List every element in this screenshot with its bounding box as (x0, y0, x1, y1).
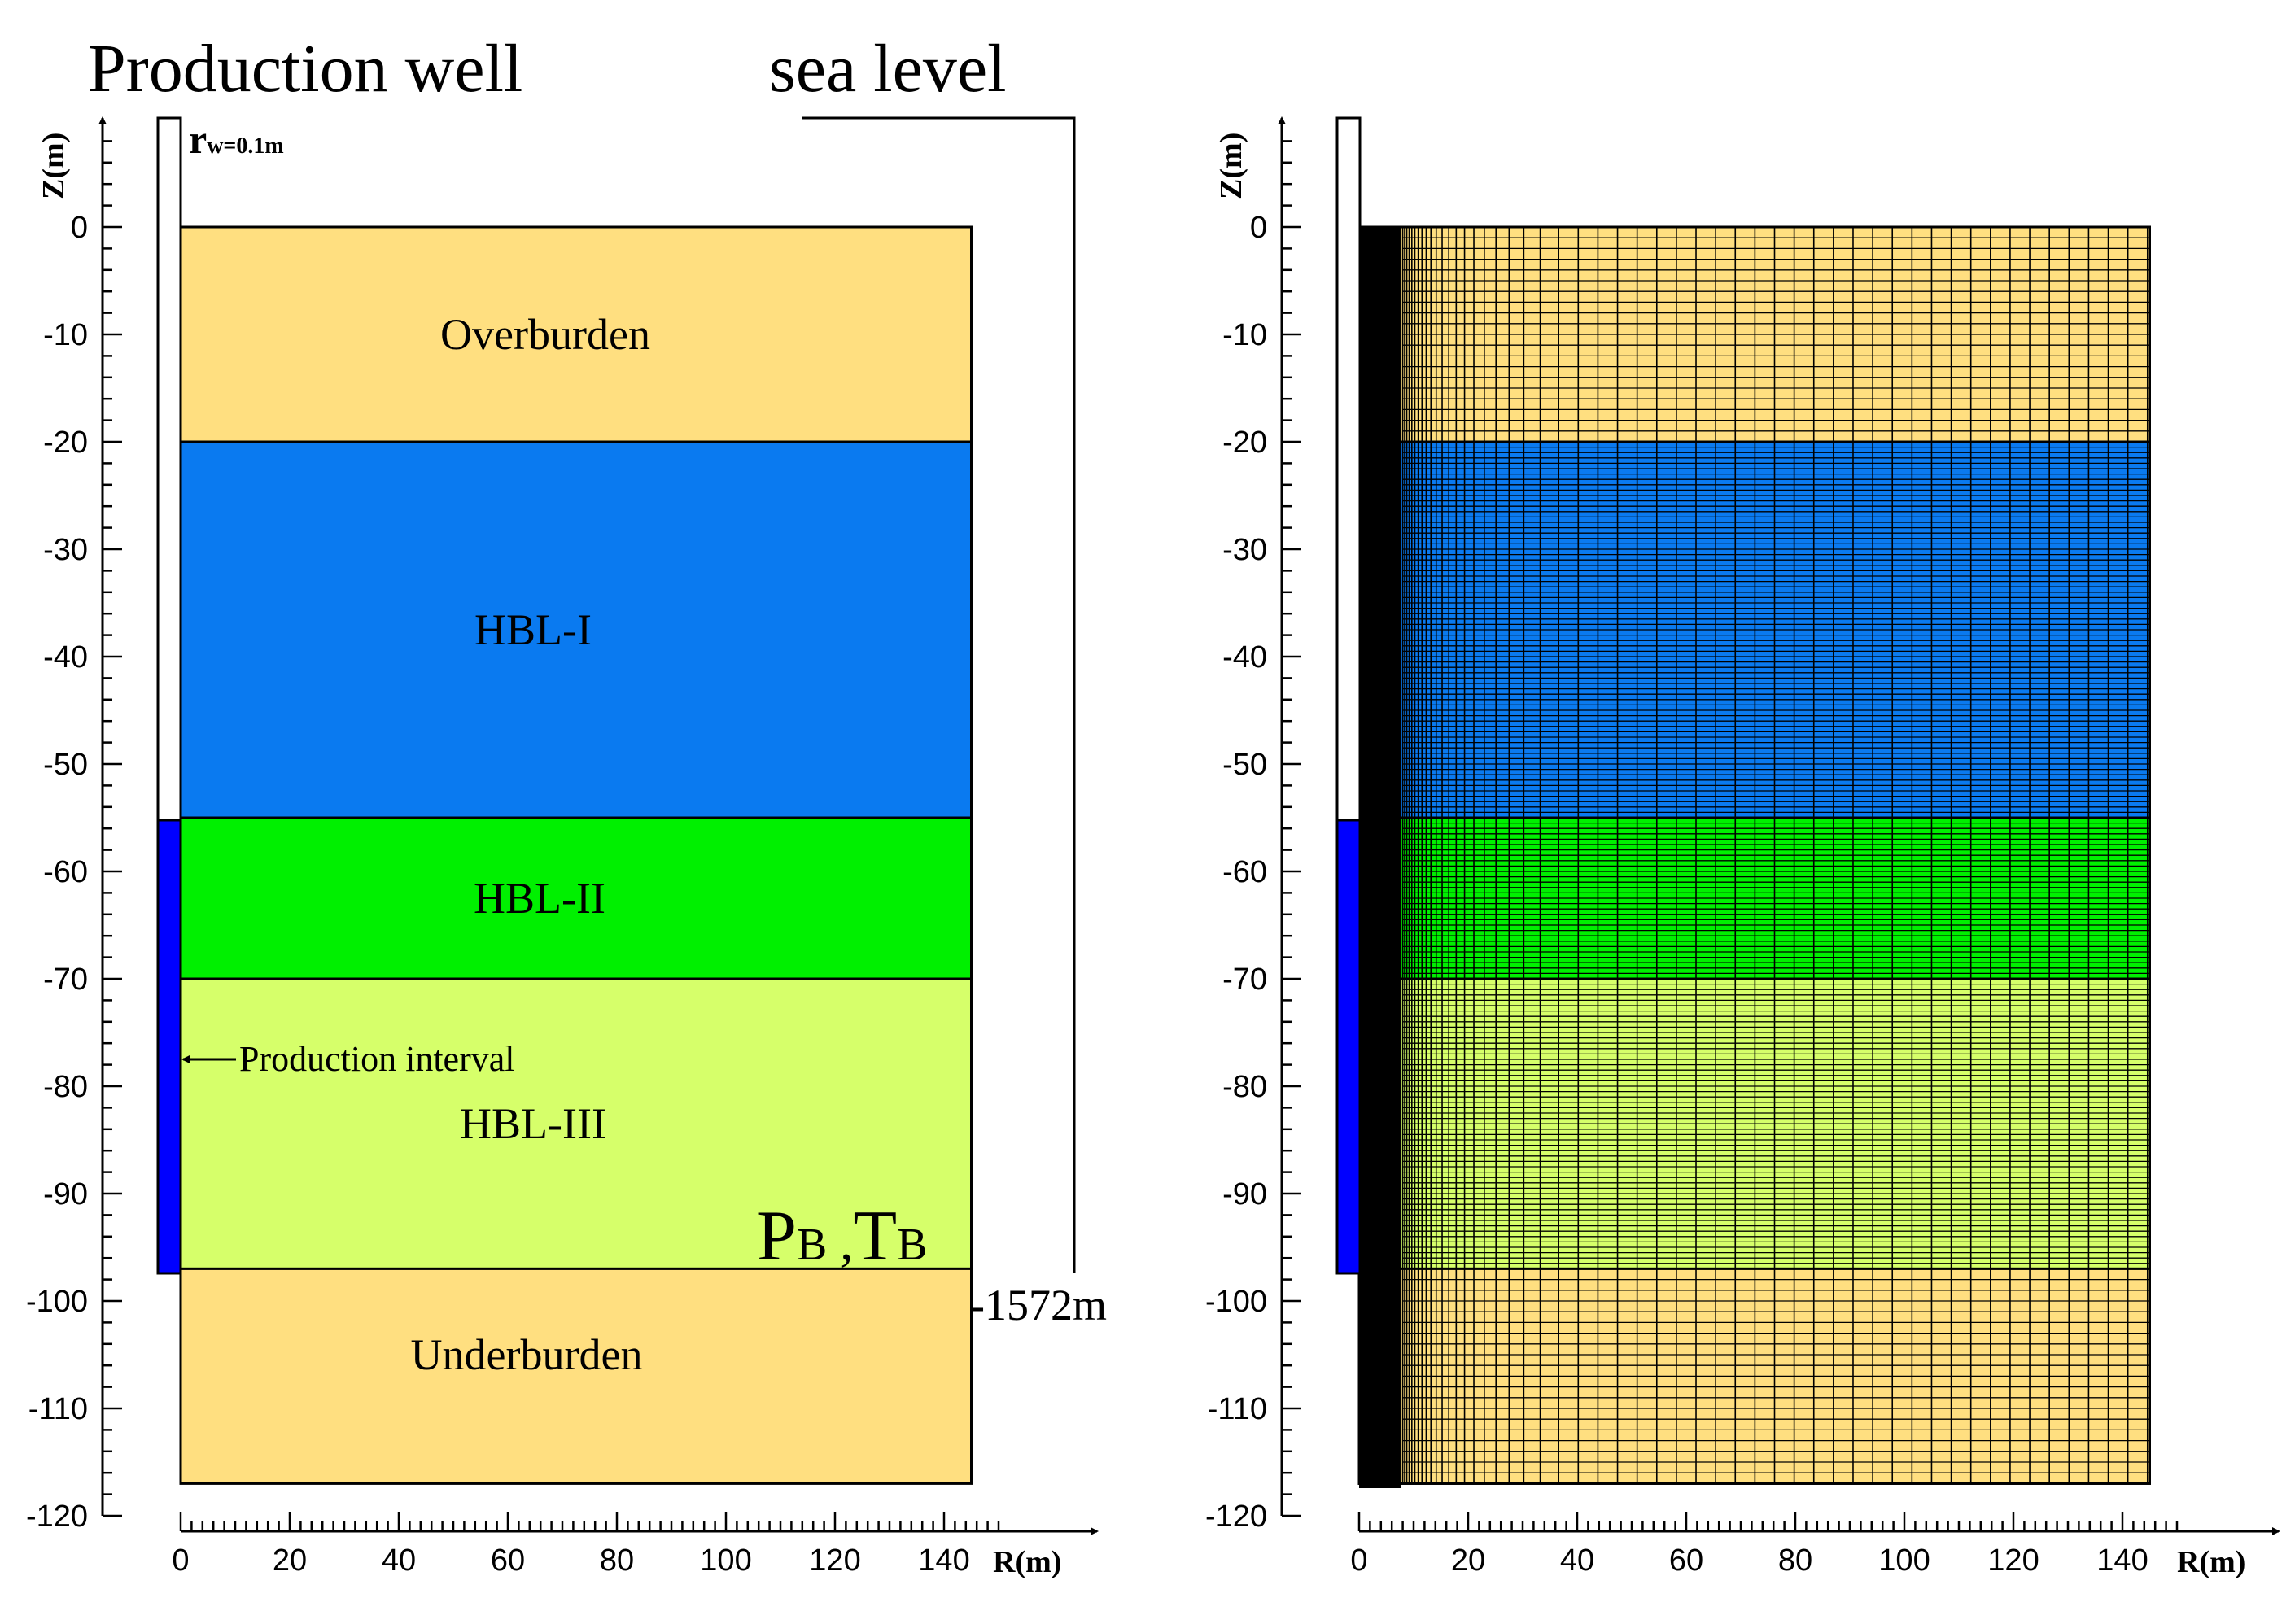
left-z-tick-label: -80 (43, 1070, 88, 1104)
left-z-tick-label: -110 (28, 1392, 88, 1426)
layer-label-hbl-ii: HBL-II (474, 874, 605, 923)
layer-label-hbl-i: HBL-I (474, 605, 592, 654)
rw-label: rw=0.1m (189, 116, 284, 162)
left-z-tick-label: -100 (26, 1285, 88, 1319)
right-z-tick-label: -40 (1222, 640, 1267, 674)
right-r-tick-label: 0 (1350, 1543, 1367, 1578)
pb-tb-sep: , (827, 1213, 853, 1271)
left-z-tick-label: -30 (43, 533, 88, 567)
left-r-tick-label: 80 (600, 1543, 634, 1578)
layer-label-underburden: Underburden (411, 1330, 643, 1379)
right-r-tick-label: 60 (1669, 1543, 1703, 1578)
right-r-tick-label: 40 (1560, 1543, 1594, 1578)
rw-main-text: r (189, 116, 207, 162)
left-layer-hbl-i (179, 440, 973, 819)
pb-main: P (757, 1197, 797, 1276)
right-r-tick-label: 20 (1451, 1543, 1485, 1578)
right-z-tick-label: -50 (1222, 748, 1267, 782)
pb-sub: B (797, 1220, 827, 1270)
left-r-tick-label: 100 (700, 1543, 751, 1578)
left-layer-hbl-iii (179, 977, 973, 1270)
left-z-tick-label: -90 (43, 1177, 88, 1211)
right-r-tick-label: 80 (1778, 1543, 1812, 1578)
sea-level-label: sea level (769, 31, 1007, 107)
right-r-tick-label: 140 (2096, 1543, 2148, 1578)
right-z-tick-label: 0 (1250, 211, 1267, 245)
left-z-tick-label: -120 (26, 1500, 88, 1534)
layer-label-hbl-iii: HBL-III (460, 1099, 606, 1148)
rw-sub-text: w=0.1m (207, 133, 284, 159)
right-r-tick-label: 120 (1987, 1543, 2039, 1578)
right-r-axis-label: R(m) (2177, 1545, 2245, 1579)
right-z-tick-label: -20 (1222, 426, 1267, 460)
left-z-tick-label: -60 (43, 855, 88, 889)
left-layers (179, 225, 973, 1485)
right-z-tick-label: -110 (1208, 1392, 1267, 1426)
right-z-tick-label: -30 (1222, 533, 1267, 567)
layer-label-overburden: Overburden (440, 310, 650, 359)
depth-label: -1572m (970, 1281, 1107, 1329)
right-panel-mesh-model: 0 -10 -20 -30 -40 -50 -60 -70 -80 -90 -100 -110 -120… (1205, 116, 2280, 1579)
left-r-tick-label: 20 (273, 1543, 307, 1578)
left-z-tick-label: 0 (71, 211, 88, 245)
dense-mesh-zone (1359, 227, 1401, 1488)
left-r-tick-label: 0 (172, 1543, 189, 1578)
left-z-tick-label: -70 (43, 963, 88, 997)
right-z-tick-label: -60 (1222, 855, 1267, 889)
production-interval-bar (156, 819, 182, 1275)
left-layer-underburden (179, 1267, 973, 1485)
left-r-tick-label: 60 (491, 1543, 525, 1578)
production-well-title: Production well (88, 31, 522, 107)
left-z-axis-label: Z(m) (37, 133, 71, 199)
left-z-tick-label: -10 (43, 318, 88, 352)
tb-sub: B (897, 1220, 927, 1270)
left-z-tick-label: -20 (43, 426, 88, 460)
left-r-tick-label: 140 (918, 1543, 969, 1578)
right-z-tick-label: -100 (1205, 1285, 1267, 1319)
right-z-tick-label: -10 (1222, 318, 1267, 352)
right-z-axis-label: Z(m) (1214, 133, 1248, 199)
right-z-tick-label: -120 (1205, 1500, 1267, 1534)
left-layer-labels: Overburden HBL-I HBL-II HBL-III Underburden (411, 310, 650, 1379)
pb-tb-label: PB ,TB (757, 1197, 927, 1276)
left-r-tick-label: 120 (809, 1543, 860, 1578)
right-z-tick-label: -80 (1222, 1070, 1267, 1104)
production-interval-label: Production interval (239, 1039, 515, 1079)
right-r-tick-label: 100 (1878, 1543, 1930, 1578)
left-z-tick-label: -40 (43, 640, 88, 674)
left-z-tick-label: -50 (43, 748, 88, 782)
left-r-tick-label: 40 (382, 1543, 416, 1578)
tb-main: T (853, 1197, 897, 1276)
left-r-axis-label: R(m) (993, 1545, 1061, 1579)
left-panel-conceptual-model: Production well sea level Overburden HBL-… (26, 31, 1107, 1579)
right-mesh-grid (1357, 225, 2151, 1485)
right-axes: 0 -10 -20 -30 -40 -50 -60 -70 -80 -90 -100 -110 -120… (1205, 116, 2280, 1579)
left-axes: 0 -10 -20 -30 -40 -50 -60 -70 -80 -90 -100 -110 -120… (26, 116, 1099, 1579)
mesh-production-interval-bar (1335, 819, 1362, 1275)
right-z-tick-label: -90 (1222, 1177, 1267, 1211)
right-z-tick-label: -70 (1222, 963, 1267, 997)
